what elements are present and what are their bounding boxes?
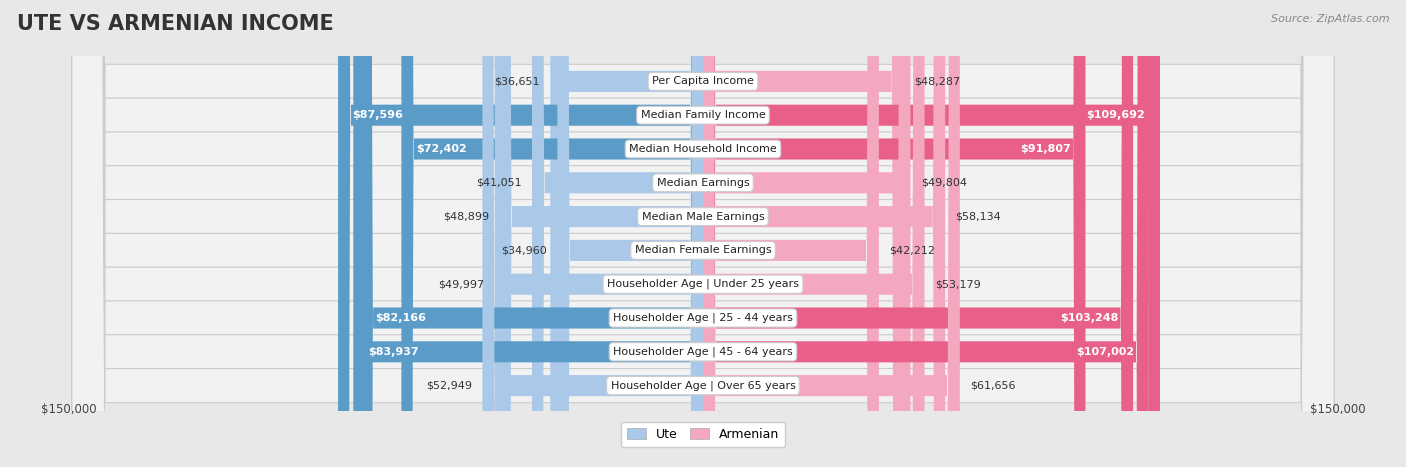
Text: UTE VS ARMENIAN INCOME: UTE VS ARMENIAN INCOME xyxy=(17,14,333,34)
FancyBboxPatch shape xyxy=(703,0,1149,467)
FancyBboxPatch shape xyxy=(72,0,1334,467)
Text: Householder Age | Under 25 years: Householder Age | Under 25 years xyxy=(607,279,799,290)
Text: Householder Age | 45 - 64 years: Householder Age | 45 - 64 years xyxy=(613,347,793,357)
FancyBboxPatch shape xyxy=(72,0,1334,467)
Text: $42,212: $42,212 xyxy=(889,245,935,255)
FancyBboxPatch shape xyxy=(72,0,1334,467)
Text: Source: ZipAtlas.com: Source: ZipAtlas.com xyxy=(1271,14,1389,24)
Text: Median Family Income: Median Family Income xyxy=(641,110,765,120)
FancyBboxPatch shape xyxy=(72,0,1334,467)
FancyBboxPatch shape xyxy=(353,0,703,467)
Text: Householder Age | Over 65 years: Householder Age | Over 65 years xyxy=(610,380,796,391)
Text: $91,807: $91,807 xyxy=(1021,144,1071,154)
FancyBboxPatch shape xyxy=(703,0,1085,467)
FancyBboxPatch shape xyxy=(401,0,703,467)
FancyBboxPatch shape xyxy=(72,0,1334,467)
Text: $107,002: $107,002 xyxy=(1076,347,1135,357)
Text: $109,692: $109,692 xyxy=(1087,110,1146,120)
FancyBboxPatch shape xyxy=(72,0,1334,467)
Text: $41,051: $41,051 xyxy=(477,178,522,188)
FancyBboxPatch shape xyxy=(703,0,1160,467)
Text: $48,899: $48,899 xyxy=(443,212,489,222)
Text: Median Female Earnings: Median Female Earnings xyxy=(634,245,772,255)
Text: $53,179: $53,179 xyxy=(935,279,981,289)
Text: $82,166: $82,166 xyxy=(375,313,426,323)
Text: Median Household Income: Median Household Income xyxy=(628,144,778,154)
Text: $58,134: $58,134 xyxy=(956,212,1001,222)
FancyBboxPatch shape xyxy=(499,0,703,467)
Text: $87,596: $87,596 xyxy=(353,110,404,120)
Text: $61,656: $61,656 xyxy=(970,381,1015,390)
Text: $49,997: $49,997 xyxy=(439,279,484,289)
Text: $72,402: $72,402 xyxy=(416,144,467,154)
Text: Median Earnings: Median Earnings xyxy=(657,178,749,188)
Text: $36,651: $36,651 xyxy=(495,77,540,86)
FancyBboxPatch shape xyxy=(495,0,703,467)
Text: $83,937: $83,937 xyxy=(368,347,419,357)
FancyBboxPatch shape xyxy=(703,0,945,467)
FancyBboxPatch shape xyxy=(703,0,960,467)
FancyBboxPatch shape xyxy=(361,0,703,467)
FancyBboxPatch shape xyxy=(72,0,1334,467)
Legend: Ute, Armenian: Ute, Armenian xyxy=(621,422,785,447)
Text: $34,960: $34,960 xyxy=(501,245,547,255)
FancyBboxPatch shape xyxy=(703,0,925,467)
FancyBboxPatch shape xyxy=(72,0,1334,467)
Text: $150,000: $150,000 xyxy=(1310,403,1365,416)
Text: $150,000: $150,000 xyxy=(41,403,96,416)
FancyBboxPatch shape xyxy=(703,0,911,467)
FancyBboxPatch shape xyxy=(531,0,703,467)
Text: $49,804: $49,804 xyxy=(921,178,967,188)
Text: Median Male Earnings: Median Male Earnings xyxy=(641,212,765,222)
FancyBboxPatch shape xyxy=(703,0,879,467)
FancyBboxPatch shape xyxy=(72,0,1334,467)
Text: Per Capita Income: Per Capita Income xyxy=(652,77,754,86)
FancyBboxPatch shape xyxy=(337,0,703,467)
Text: Householder Age | 25 - 44 years: Householder Age | 25 - 44 years xyxy=(613,313,793,323)
FancyBboxPatch shape xyxy=(703,0,1133,467)
Text: $52,949: $52,949 xyxy=(426,381,472,390)
FancyBboxPatch shape xyxy=(557,0,703,467)
Text: $48,287: $48,287 xyxy=(914,77,960,86)
FancyBboxPatch shape xyxy=(550,0,703,467)
FancyBboxPatch shape xyxy=(703,0,904,467)
FancyBboxPatch shape xyxy=(72,0,1334,467)
FancyBboxPatch shape xyxy=(482,0,703,467)
Text: $103,248: $103,248 xyxy=(1060,313,1119,323)
